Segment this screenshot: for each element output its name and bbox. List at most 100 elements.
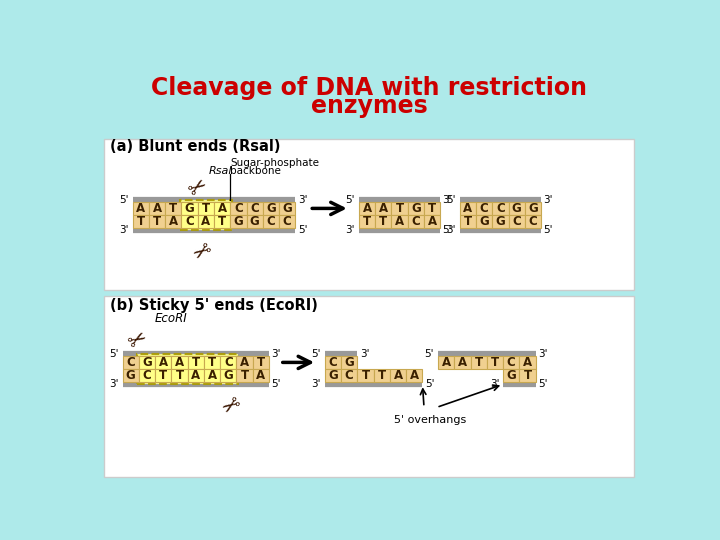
Text: 5': 5' — [346, 194, 355, 205]
Text: T: T — [464, 215, 472, 228]
Text: T: T — [159, 369, 167, 382]
Bar — [155, 356, 171, 369]
Bar — [230, 202, 246, 215]
Bar — [132, 215, 149, 228]
Text: G: G — [512, 202, 521, 215]
Text: T: T — [257, 356, 265, 369]
Bar — [341, 369, 357, 382]
Text: T: T — [169, 202, 177, 215]
Bar — [165, 202, 181, 215]
Text: 3': 3' — [360, 348, 369, 359]
Bar — [220, 369, 236, 382]
Text: A: A — [207, 369, 217, 382]
Text: 3': 3' — [120, 225, 129, 235]
Bar — [341, 356, 357, 369]
Text: 5': 5' — [109, 348, 119, 359]
Bar — [359, 202, 375, 215]
Text: A: A — [158, 356, 168, 369]
Text: G: G — [528, 202, 538, 215]
Text: C: C — [480, 202, 488, 215]
Text: T: T — [218, 215, 226, 228]
Text: 5': 5' — [443, 225, 452, 235]
Bar — [171, 369, 188, 382]
Bar — [253, 369, 269, 382]
Text: 5': 5' — [538, 379, 547, 389]
Bar — [357, 369, 374, 382]
Text: T: T — [474, 356, 482, 369]
Text: T: T — [192, 356, 200, 369]
Bar — [459, 215, 476, 228]
Bar — [263, 202, 279, 215]
Bar — [519, 369, 536, 382]
Text: A: A — [202, 215, 210, 228]
Text: T: T — [428, 202, 436, 215]
Text: A: A — [362, 202, 372, 215]
Bar — [139, 369, 155, 382]
Bar — [204, 369, 220, 382]
Text: A: A — [175, 356, 184, 369]
Bar — [188, 369, 204, 382]
Text: T: T — [176, 369, 184, 382]
Text: G: G — [328, 369, 338, 382]
Text: A: A — [168, 215, 178, 228]
Text: C: C — [507, 356, 516, 369]
Bar — [279, 215, 295, 228]
Bar — [438, 356, 454, 369]
Text: A: A — [458, 356, 467, 369]
Bar — [230, 215, 246, 228]
Bar — [214, 215, 230, 228]
Text: G: G — [142, 356, 152, 369]
Text: G: G — [223, 369, 233, 382]
Text: G: G — [266, 202, 276, 215]
Text: A: A — [240, 356, 249, 369]
Bar — [165, 215, 181, 228]
Text: 5': 5' — [297, 225, 307, 235]
Text: (a) Blunt ends (Rsal): (a) Blunt ends (Rsal) — [110, 139, 281, 154]
Bar — [390, 369, 406, 382]
Bar — [375, 215, 392, 228]
Text: 3': 3' — [271, 348, 281, 359]
Bar — [408, 202, 424, 215]
Text: C: C — [266, 215, 275, 228]
Bar — [122, 356, 139, 369]
Text: C: C — [185, 215, 194, 228]
Text: 3': 3' — [446, 225, 456, 235]
Text: ✂: ✂ — [215, 388, 242, 415]
Text: A: A — [153, 202, 161, 215]
Bar — [138, 354, 238, 384]
Text: 3': 3' — [109, 379, 119, 389]
Text: T: T — [378, 369, 386, 382]
Bar — [359, 215, 375, 228]
Bar — [253, 356, 269, 369]
Text: 3': 3' — [490, 379, 499, 389]
Text: G: G — [495, 215, 505, 228]
Text: 3': 3' — [312, 379, 321, 389]
Bar — [392, 202, 408, 215]
Bar — [392, 215, 408, 228]
Text: 3': 3' — [538, 348, 547, 359]
Text: 5': 5' — [120, 194, 129, 205]
Bar — [508, 202, 525, 215]
Text: A: A — [217, 202, 227, 215]
Bar — [220, 356, 236, 369]
Bar — [503, 356, 519, 369]
Text: C: C — [412, 215, 420, 228]
Text: T: T — [363, 215, 371, 228]
Bar — [188, 356, 204, 369]
Bar — [214, 202, 230, 215]
Text: backbone: backbone — [230, 166, 281, 176]
Text: EcoRI: EcoRI — [155, 312, 188, 325]
Text: G: G — [233, 215, 243, 228]
Text: A: A — [395, 215, 404, 228]
Bar — [424, 202, 441, 215]
Text: C: C — [126, 356, 135, 369]
Text: 5': 5' — [425, 348, 434, 359]
Bar — [325, 369, 341, 382]
Text: 5': 5' — [544, 225, 553, 235]
Bar — [132, 202, 149, 215]
Bar — [236, 356, 253, 369]
Bar — [139, 356, 155, 369]
Bar — [104, 139, 634, 291]
Text: 5' overhangs: 5' overhangs — [394, 415, 467, 425]
Text: enzymes: enzymes — [310, 93, 428, 118]
